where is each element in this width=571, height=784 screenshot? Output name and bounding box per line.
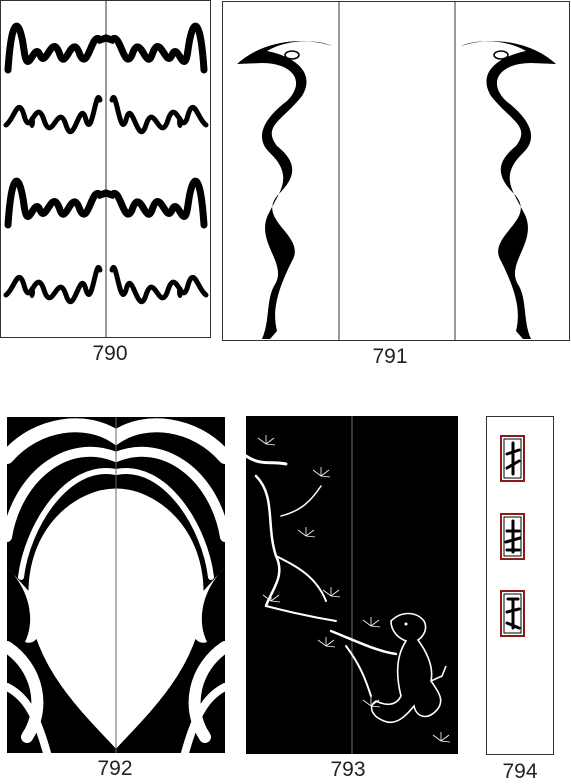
arch-pattern-792 xyxy=(7,417,225,753)
serpent-pattern-791 xyxy=(222,1,571,341)
design-number-793: 793 xyxy=(298,758,398,782)
design-790-panel xyxy=(0,0,211,338)
design-792-panel xyxy=(7,417,225,753)
design-number-794: 794 xyxy=(470,760,570,784)
design-number-790: 790 xyxy=(60,342,160,366)
calligraphy-pattern-794 xyxy=(486,416,555,756)
design-793-panel xyxy=(246,416,458,754)
design-794-panel xyxy=(486,416,555,756)
leopard-branch-pattern-793 xyxy=(246,416,458,754)
wave-pattern-790 xyxy=(0,0,211,338)
design-791-panel xyxy=(222,1,571,341)
design-number-792: 792 xyxy=(65,757,165,781)
design-number-791: 791 xyxy=(340,345,440,369)
